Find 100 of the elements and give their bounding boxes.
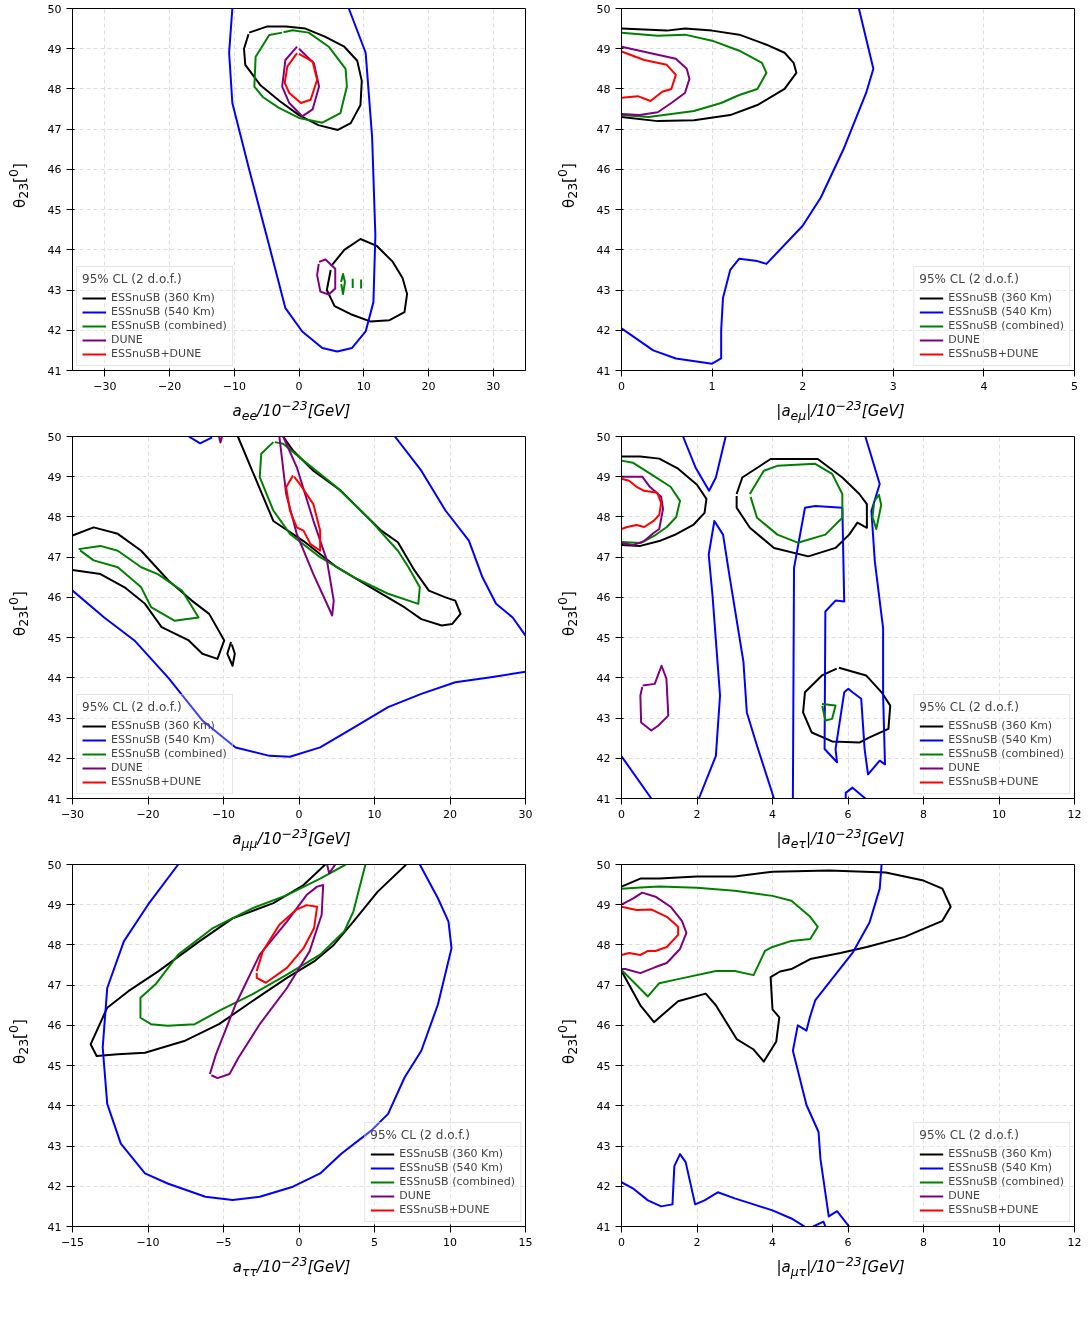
y-tick-label: 44	[596, 243, 611, 257]
x-tick-label: 6	[844, 807, 852, 821]
legend-label: ESSnuSB (360 Km)	[111, 291, 215, 304]
y-tick-label: 47	[596, 551, 611, 565]
x-tick-label: 20	[421, 379, 436, 393]
x-axis-title: |a$_{eμ}$|/10$^{−23}$[GeV]	[775, 397, 906, 425]
x-tick-label: 4	[980, 379, 988, 393]
x-tick-label: 3	[889, 379, 897, 393]
line-series	[639, 664, 670, 732]
line-series	[278, 436, 335, 617]
y-tick-label: 44	[47, 671, 62, 685]
x-tick-label: 2	[693, 1235, 701, 1249]
legend-label: ESSnuSB (combined)	[948, 319, 1064, 332]
y-tick-label: 47	[596, 979, 611, 993]
legend-label: DUNE	[948, 333, 980, 346]
y-tick-label: 45	[47, 1059, 62, 1073]
y-tick-label: 44	[47, 1099, 62, 1113]
y-tick-label: 50	[47, 430, 62, 444]
line-series	[255, 904, 319, 984]
x-tick-label: 5	[1071, 379, 1078, 393]
y-tick-label: 42	[596, 324, 611, 338]
line-series	[226, 641, 236, 667]
line-series	[621, 905, 680, 956]
y-tick-label: 41	[596, 1220, 611, 1234]
y-tick-label: 41	[596, 364, 611, 378]
y-tick-label: 48	[47, 938, 62, 952]
x-tick-label: −5	[215, 1235, 232, 1249]
x-tick-label: 0	[618, 1235, 625, 1249]
line-series	[208, 884, 325, 1080]
y-tick-label: 43	[596, 1140, 611, 1154]
y-tick-label: 44	[47, 243, 62, 257]
x-tick-label: 10	[992, 807, 1006, 821]
x-tick-label: 15	[518, 1235, 533, 1249]
line-series	[748, 462, 844, 544]
y-tick-label: 45	[596, 1059, 611, 1073]
y-tick-label: 50	[47, 2, 62, 16]
legend-label: DUNE	[948, 761, 980, 774]
x-tick-label: 12	[1067, 807, 1082, 821]
y-tick-label: 47	[47, 551, 62, 565]
line-series	[791, 436, 886, 799]
y-tick-label: 46	[47, 163, 62, 177]
line-series	[621, 31, 768, 119]
line-series	[139, 864, 367, 1027]
line-series	[621, 459, 682, 545]
legend-label: DUNE	[111, 333, 143, 346]
line-series	[621, 1153, 806, 1227]
y-tick-label: 45	[47, 631, 62, 645]
legend-label: ESSnuSB+DUNE	[948, 775, 1039, 788]
legend-label: ESSnuSB (540 Km)	[948, 305, 1053, 318]
legend-label: ESSnuSB (combined)	[948, 1175, 1064, 1188]
line-series	[682, 436, 727, 492]
y-tick-label: 43	[47, 284, 62, 298]
x-tick-label: 10	[992, 1235, 1006, 1249]
y-tick-label: 42	[596, 752, 611, 766]
y-tick-label: 49	[596, 42, 611, 56]
line-series	[285, 474, 322, 552]
y-tick-label: 49	[596, 470, 611, 484]
legend-title: 95% CL (2 d.o.f.)	[82, 272, 183, 286]
y-tick-label: 41	[47, 364, 62, 378]
line-series	[791, 864, 883, 1227]
line-series	[697, 519, 776, 799]
legend-label: ESSnuSB (combined)	[948, 747, 1064, 760]
y-tick-label: 42	[47, 324, 62, 338]
legend-title: 95% CL (2 d.o.f.)	[82, 700, 183, 714]
line-series	[871, 493, 883, 531]
y-tick-label: 41	[596, 792, 611, 806]
legend-label: DUNE	[399, 1189, 431, 1202]
y-tick-label: 43	[47, 1140, 62, 1154]
x-axis-title: a$_{ee}$/10$^{−23}$[GeV]	[231, 397, 352, 425]
line-series	[228, 8, 377, 353]
x-tick-label: 0	[295, 807, 303, 821]
x-tick-label: 20	[443, 807, 457, 821]
x-tick-label: 5	[371, 1235, 378, 1249]
x-tick-label: −30	[60, 807, 85, 821]
x-tick-label: 0	[618, 379, 625, 393]
x-tick-label: −20	[136, 807, 160, 821]
line-series	[802, 666, 892, 744]
line-series	[283, 52, 319, 105]
line-series	[325, 237, 409, 323]
y-tick-label: 50	[596, 430, 611, 444]
y-tick-label: 42	[47, 752, 62, 766]
y-tick-label: 46	[47, 591, 62, 605]
line-series	[621, 885, 819, 998]
x-tick-label: 0	[618, 807, 625, 821]
legend-label: ESSnuSB (combined)	[111, 319, 227, 332]
y-tick-label: 43	[596, 284, 611, 298]
line-series	[281, 45, 321, 118]
x-tick-label: 10	[443, 1235, 457, 1249]
x-tick-label: −20	[157, 379, 182, 393]
x-axis-title: |a$_{eτ}$|/10$^{−23}$[GeV]	[775, 825, 906, 853]
legend-label: ESSnuSB (combined)	[399, 1175, 515, 1188]
y-tick-label: 43	[596, 712, 611, 726]
y-tick-label: 48	[47, 510, 62, 524]
x-tick-label: 8	[920, 1235, 927, 1249]
y-tick-label: 43	[47, 712, 62, 726]
x-axis-title: |a$_{μτ}$|/10$^{−23}$[GeV]	[775, 1253, 906, 1281]
y-tick-label: 49	[596, 898, 611, 912]
line-series	[621, 475, 665, 547]
legend-title: 95% CL (2 d.o.f.)	[370, 1128, 471, 1142]
line-series	[393, 436, 526, 637]
